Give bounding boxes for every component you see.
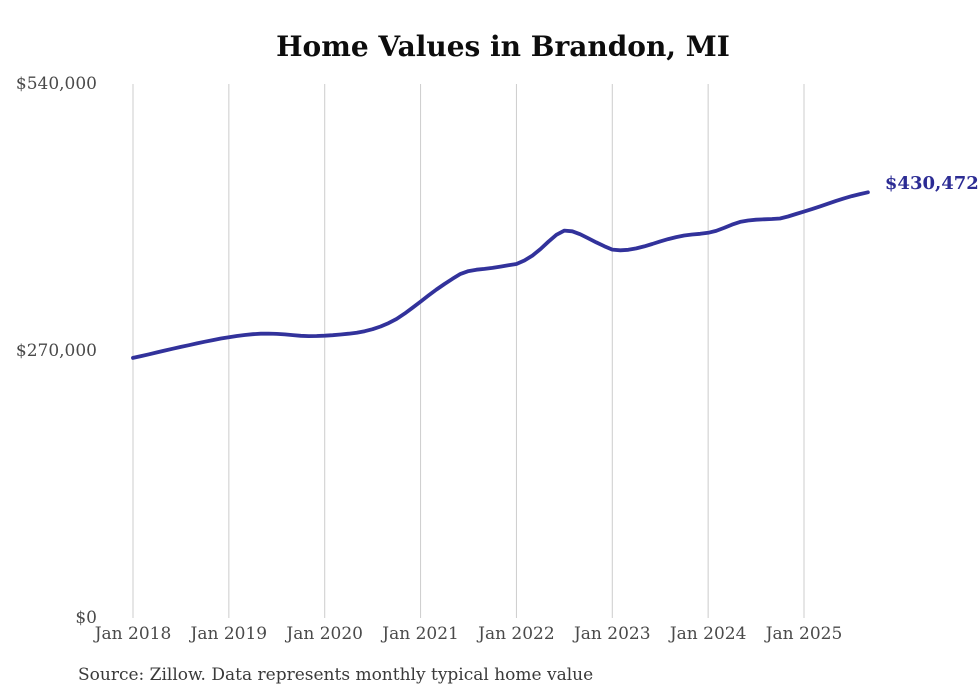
x-axis-tick-label: Jan 2022: [478, 624, 555, 644]
x-axis-tick-label: Jan 2019: [190, 624, 268, 644]
latest-value-label: $430,472: [884, 173, 979, 195]
x-axis-tick-label: Jan 2025: [765, 624, 843, 644]
y-axis-tick-label: $0: [75, 608, 97, 628]
home-value-line: [131, 190, 870, 360]
x-axis-tick-label: Jan 2021: [382, 624, 459, 644]
y-axis-tick-label: $270,000: [15, 341, 97, 361]
x-axis-tick-label: Jan 2020: [286, 624, 363, 644]
x-axis-tick-label: Jan 2018: [94, 624, 172, 644]
x-axis-tick-label: Jan 2023: [573, 624, 651, 644]
x-axis-tick-label: Jan 2024: [669, 624, 747, 644]
y-axis-tick-label: $540,000: [15, 74, 97, 94]
chart-title: Home Values in Brandon, MI: [276, 30, 730, 63]
source-note: Source: Zillow. Data represents monthly …: [78, 665, 594, 685]
